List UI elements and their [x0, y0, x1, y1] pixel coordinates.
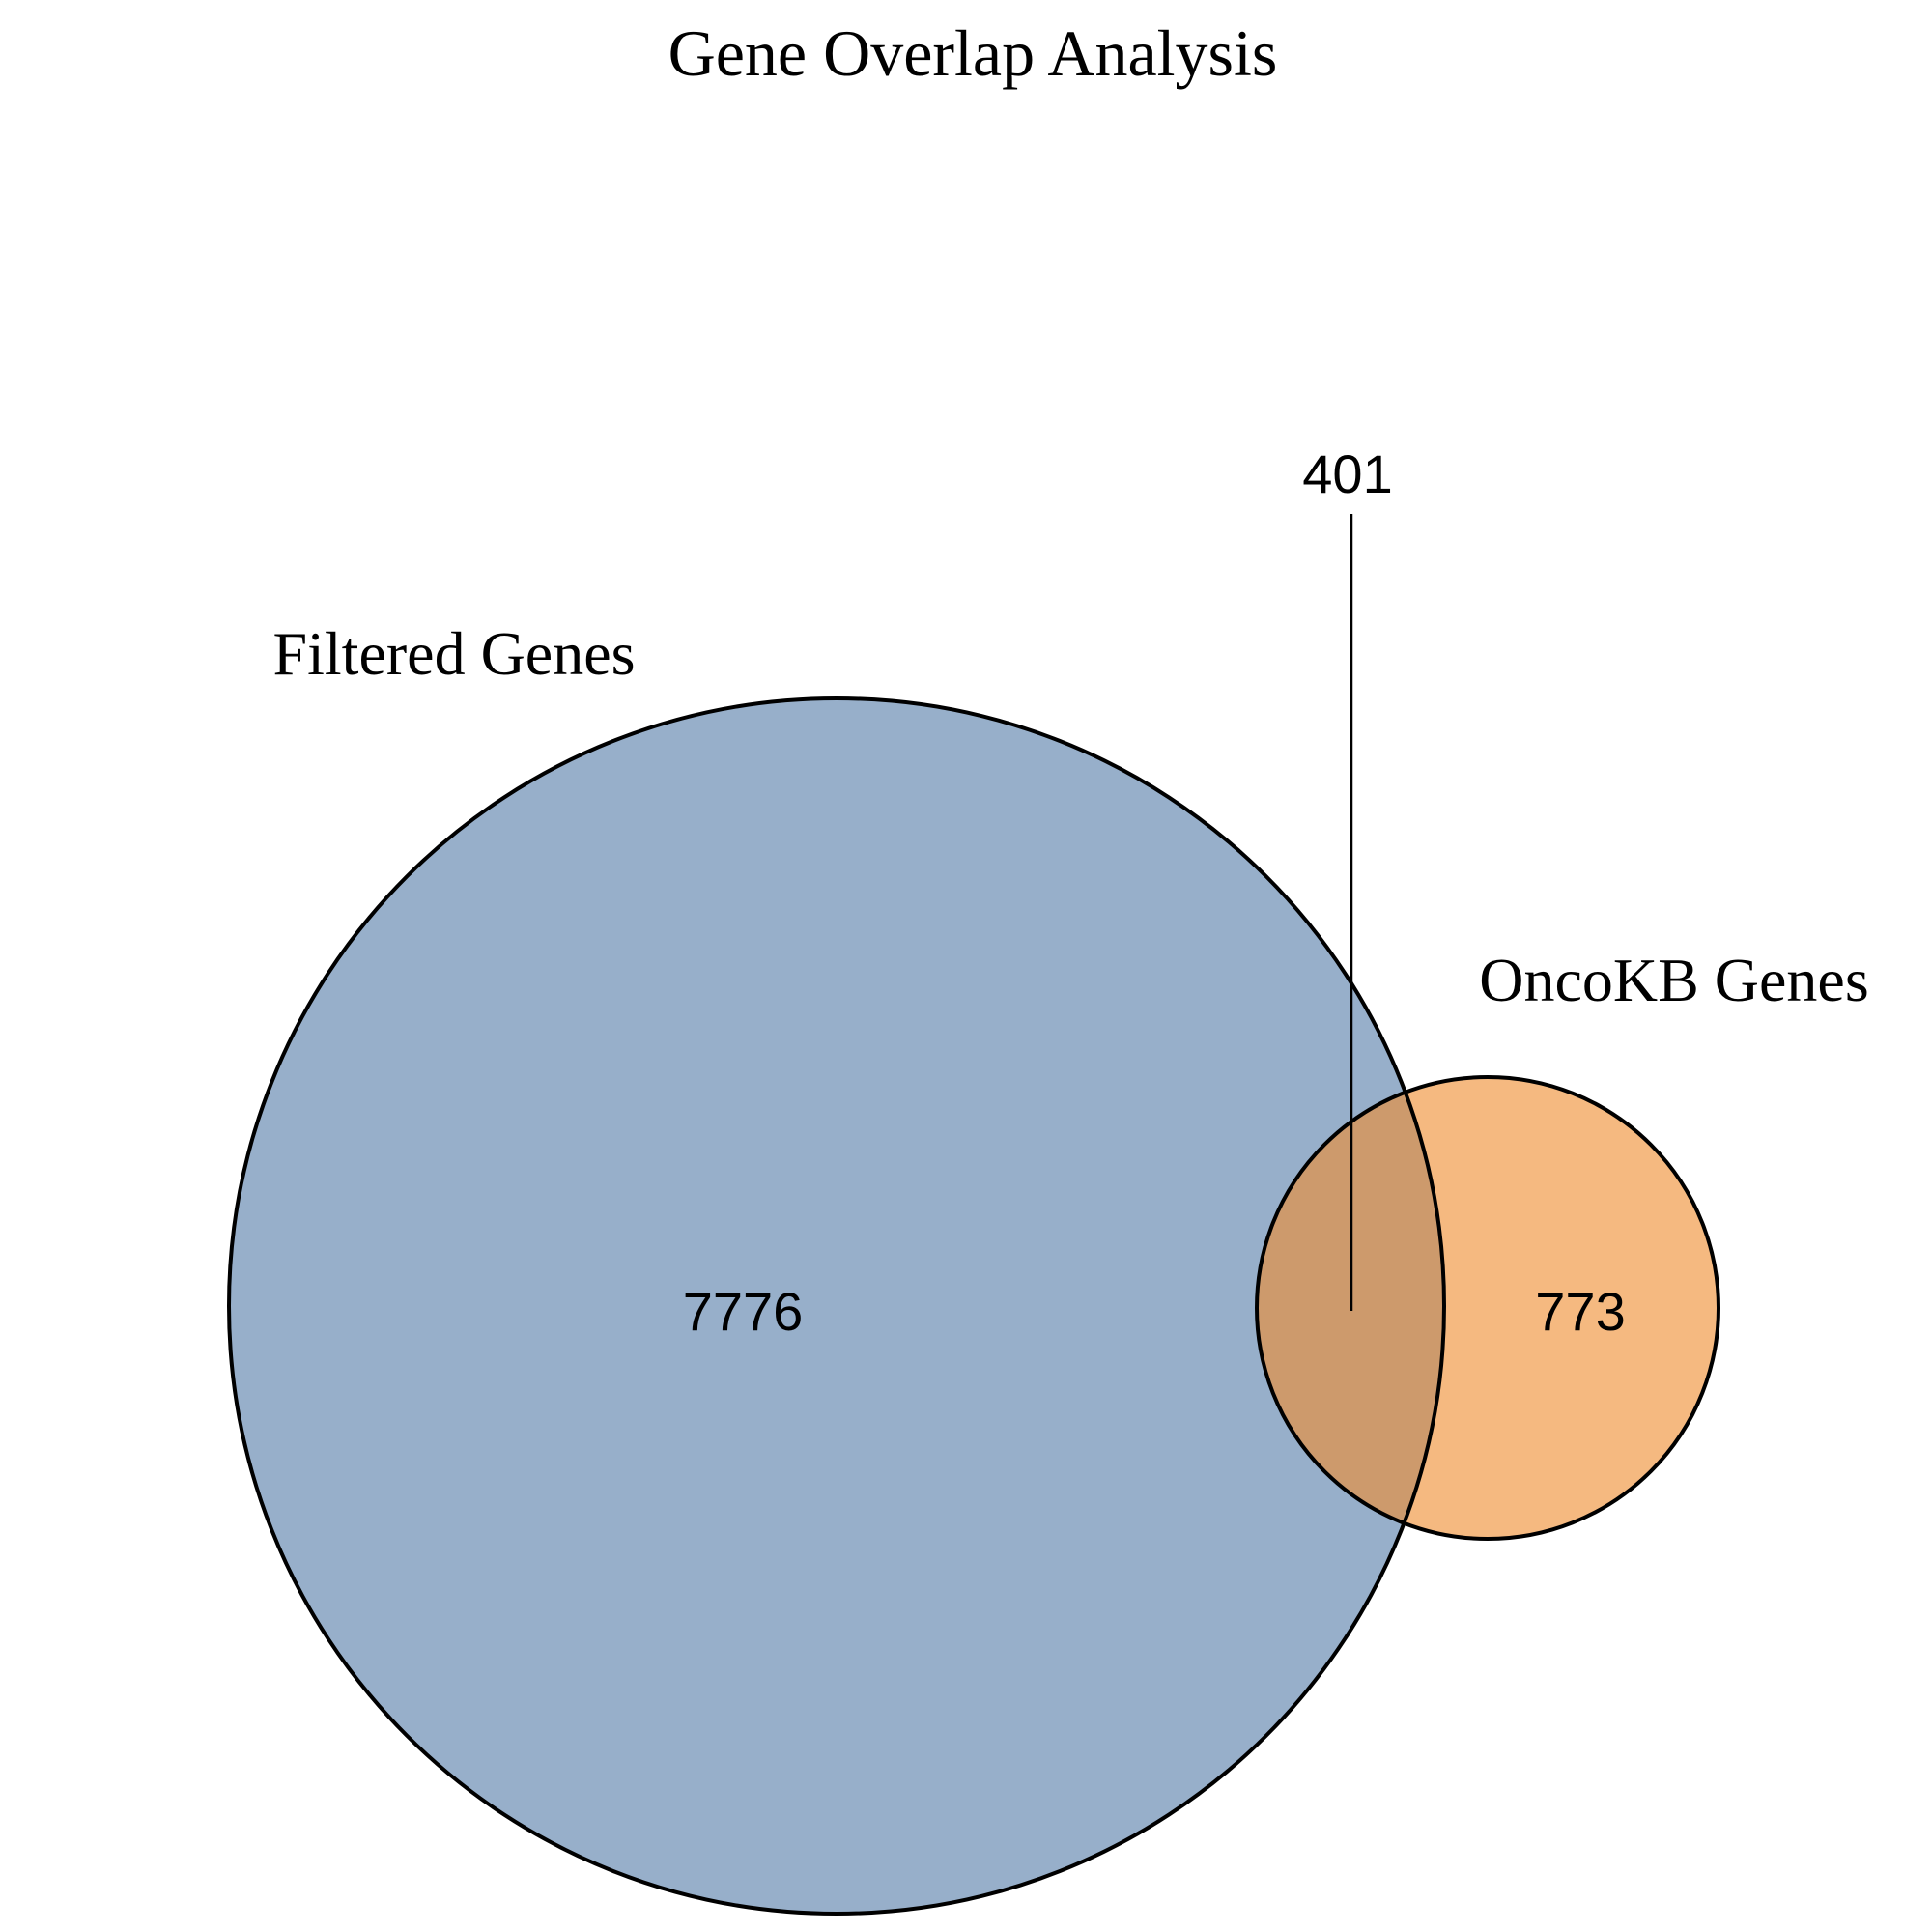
- oncokb-genes-label: OncoKB Genes: [1479, 946, 1868, 1014]
- filtered-only-count: 7776: [683, 1281, 804, 1342]
- filtered-genes-outline: [227, 696, 1446, 1916]
- filtered-genes-label: Filtered Genes: [273, 619, 636, 688]
- intersection-count: 401: [1302, 443, 1392, 504]
- oncokb-genes-outline: [1255, 1075, 1720, 1541]
- filtered-genes-circle: [229, 698, 1444, 1914]
- overlap-region: [1257, 1077, 1444, 1539]
- chart-title: Gene Overlap Analysis: [668, 16, 1278, 90]
- oncokb-only-count: 773: [1535, 1281, 1625, 1342]
